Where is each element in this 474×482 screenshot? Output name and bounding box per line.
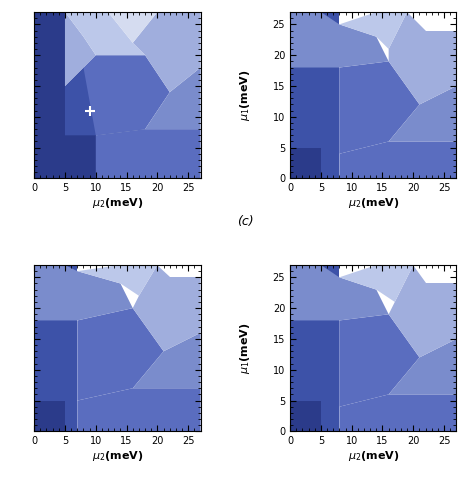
Polygon shape	[133, 333, 201, 388]
Polygon shape	[389, 339, 456, 394]
Polygon shape	[133, 265, 201, 351]
Polygon shape	[145, 67, 201, 129]
Polygon shape	[290, 265, 339, 431]
Polygon shape	[34, 265, 77, 431]
X-axis label: $\mu_2\mathbf{(meV)}$: $\mu_2\mathbf{(meV)}$	[347, 449, 399, 463]
X-axis label: $\mu_2\mathbf{(meV)}$: $\mu_2\mathbf{(meV)}$	[91, 196, 143, 210]
X-axis label: $\mu_2\mathbf{(meV)}$: $\mu_2\mathbf{(meV)}$	[91, 449, 143, 463]
Polygon shape	[34, 401, 65, 431]
Polygon shape	[339, 265, 413, 302]
Polygon shape	[389, 265, 456, 358]
Polygon shape	[290, 321, 339, 407]
Polygon shape	[290, 401, 321, 431]
Polygon shape	[413, 265, 456, 283]
Text: $\mu_1\mathbf{(meV)}$: $\mu_1\mathbf{(meV)}$	[238, 322, 252, 374]
Polygon shape	[339, 61, 419, 154]
Polygon shape	[407, 12, 456, 30]
Polygon shape	[108, 12, 157, 43]
Polygon shape	[290, 67, 339, 154]
Text: $\mu_1\mathbf{(meV)}$: $\mu_1\mathbf{(meV)}$	[238, 69, 252, 121]
Polygon shape	[389, 12, 456, 105]
Polygon shape	[34, 12, 96, 86]
Polygon shape	[290, 12, 339, 178]
Polygon shape	[34, 321, 77, 401]
Polygon shape	[77, 388, 201, 431]
X-axis label: $\mu_2\mathbf{(meV)}$: $\mu_2\mathbf{(meV)}$	[347, 196, 399, 210]
Polygon shape	[290, 12, 389, 67]
Polygon shape	[65, 12, 145, 55]
Polygon shape	[339, 12, 407, 49]
Polygon shape	[290, 147, 321, 178]
Polygon shape	[96, 129, 201, 178]
Polygon shape	[133, 12, 201, 92]
Polygon shape	[34, 265, 133, 321]
Polygon shape	[77, 308, 164, 401]
Polygon shape	[339, 394, 456, 431]
Polygon shape	[34, 12, 65, 178]
Polygon shape	[339, 142, 456, 178]
Polygon shape	[83, 55, 170, 135]
Polygon shape	[65, 135, 96, 178]
Polygon shape	[157, 265, 201, 277]
Polygon shape	[389, 86, 456, 142]
Polygon shape	[77, 265, 157, 296]
Polygon shape	[290, 265, 389, 321]
Polygon shape	[65, 67, 145, 135]
Polygon shape	[339, 314, 419, 407]
Text: (c): (c)	[237, 215, 254, 228]
